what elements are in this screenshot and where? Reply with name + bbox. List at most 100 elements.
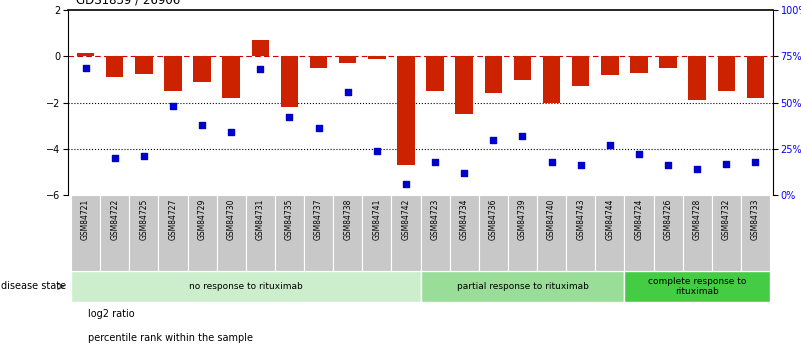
Bar: [741, 195, 770, 271]
Bar: [129, 195, 159, 271]
Text: GSM84731: GSM84731: [256, 199, 265, 240]
Text: GSM84726: GSM84726: [663, 199, 673, 240]
Bar: [159, 195, 187, 271]
Text: complete response to
rituximab: complete response to rituximab: [648, 277, 747, 296]
Bar: [368, 57, 385, 59]
Bar: [625, 195, 654, 271]
Point: [312, 126, 325, 131]
Bar: [513, 57, 531, 80]
Bar: [252, 40, 269, 57]
Point: [516, 133, 529, 139]
Point: [341, 89, 354, 94]
Point: [167, 104, 179, 109]
Bar: [246, 195, 275, 271]
Bar: [595, 195, 625, 271]
Point: [283, 115, 296, 120]
Point: [225, 129, 238, 135]
Bar: [689, 57, 706, 100]
Point: [195, 122, 208, 128]
Text: GSM84736: GSM84736: [489, 199, 498, 240]
Point: [603, 142, 616, 148]
Bar: [362, 195, 392, 271]
Text: GSM84739: GSM84739: [518, 199, 527, 240]
Bar: [71, 195, 100, 271]
Point: [108, 155, 121, 161]
Text: log2 ratio: log2 ratio: [88, 309, 135, 319]
Point: [545, 159, 558, 165]
Bar: [223, 57, 240, 98]
Point: [429, 159, 441, 165]
Bar: [625, 271, 770, 302]
Bar: [275, 195, 304, 271]
Text: GSM84744: GSM84744: [606, 199, 614, 240]
Point: [662, 162, 674, 168]
Bar: [392, 195, 421, 271]
Text: GSM84733: GSM84733: [751, 199, 760, 240]
Point: [633, 151, 646, 157]
Bar: [479, 195, 508, 271]
Text: GDS1839 / 26906: GDS1839 / 26906: [76, 0, 180, 7]
Bar: [164, 57, 182, 91]
Bar: [304, 195, 333, 271]
Bar: [566, 195, 595, 271]
Bar: [100, 195, 129, 271]
Text: GSM84738: GSM84738: [343, 199, 352, 240]
Bar: [712, 195, 741, 271]
Text: GSM84742: GSM84742: [401, 199, 410, 240]
Bar: [747, 57, 764, 98]
Text: GSM84729: GSM84729: [198, 199, 207, 240]
Bar: [106, 57, 123, 77]
Text: GSM84737: GSM84737: [314, 199, 323, 240]
Bar: [572, 57, 590, 87]
Text: GSM84730: GSM84730: [227, 199, 235, 240]
Bar: [193, 57, 211, 82]
Point: [79, 65, 92, 70]
Bar: [659, 57, 677, 68]
Text: GSM84725: GSM84725: [139, 199, 148, 240]
Bar: [280, 57, 298, 107]
Text: GSM84741: GSM84741: [372, 199, 381, 240]
Point: [574, 162, 587, 168]
Text: GSM84734: GSM84734: [460, 199, 469, 240]
Text: GSM84722: GSM84722: [111, 199, 119, 240]
Bar: [333, 195, 362, 271]
Text: GSM84721: GSM84721: [81, 199, 90, 240]
Bar: [310, 57, 328, 68]
Bar: [508, 195, 537, 271]
Text: no response to rituximab: no response to rituximab: [189, 282, 303, 291]
Point: [138, 154, 151, 159]
Bar: [718, 57, 735, 91]
Bar: [449, 195, 479, 271]
Bar: [682, 195, 712, 271]
Bar: [187, 195, 216, 271]
Bar: [135, 57, 152, 74]
Text: GSM84732: GSM84732: [722, 199, 731, 240]
Bar: [485, 57, 502, 93]
Bar: [397, 57, 415, 165]
Text: GSM84728: GSM84728: [693, 199, 702, 240]
Bar: [216, 195, 246, 271]
Text: partial response to rituximab: partial response to rituximab: [457, 282, 589, 291]
Point: [690, 166, 703, 172]
Point: [720, 161, 733, 166]
Bar: [426, 57, 444, 91]
Bar: [339, 57, 356, 63]
Text: GSM84724: GSM84724: [634, 199, 643, 240]
Point: [487, 137, 500, 142]
Bar: [630, 57, 648, 73]
Point: [749, 159, 762, 165]
Point: [370, 148, 383, 154]
Bar: [456, 57, 473, 114]
Bar: [543, 57, 561, 103]
Bar: [77, 53, 95, 57]
Bar: [421, 195, 449, 271]
Text: percentile rank within the sample: percentile rank within the sample: [88, 333, 253, 343]
Text: GSM84743: GSM84743: [576, 199, 586, 240]
Text: disease state: disease state: [1, 282, 66, 291]
Bar: [654, 195, 682, 271]
Text: GSM84723: GSM84723: [431, 199, 440, 240]
Bar: [71, 271, 421, 302]
Text: GSM84740: GSM84740: [547, 199, 556, 240]
Point: [254, 67, 267, 72]
Bar: [537, 195, 566, 271]
